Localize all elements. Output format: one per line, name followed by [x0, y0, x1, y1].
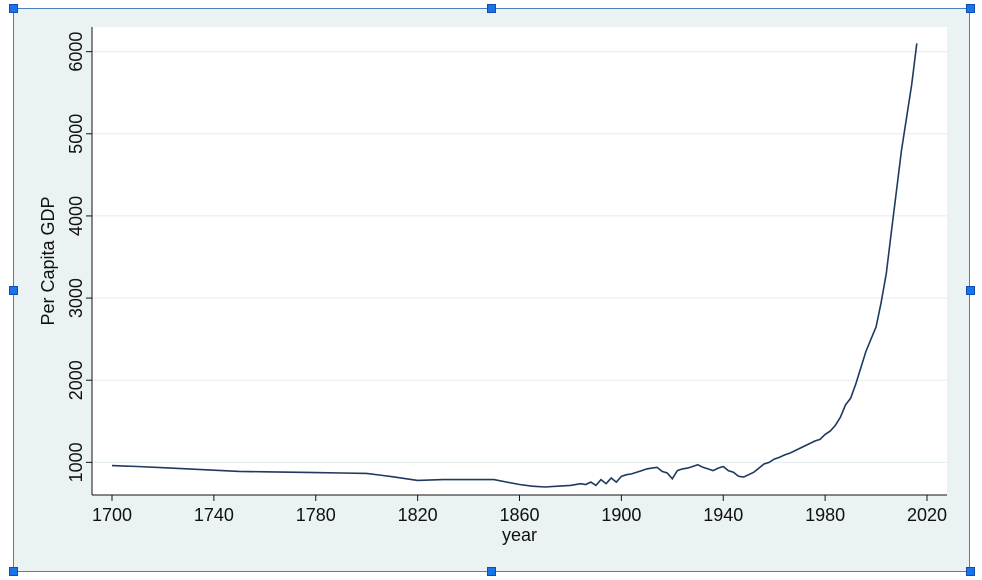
x-tick-label: 2020	[907, 505, 947, 525]
tick-labels: 1000 2000 3000 4000 5000 6000 1700 1740 1780 1820…	[66, 32, 947, 525]
x-tick-label: 1900	[601, 505, 641, 525]
x-tick-label: 1940	[703, 505, 743, 525]
x-tick-label: 1700	[92, 505, 132, 525]
plot-area	[92, 27, 947, 495]
x-tick-label: 1780	[296, 505, 336, 525]
y-tick-label: 6000	[66, 32, 86, 72]
x-tick-label: 1860	[499, 505, 539, 525]
selection-handle-top-right[interactable]	[966, 4, 975, 13]
selection-handle-top-left[interactable]	[9, 4, 18, 13]
y-tick-label: 1000	[66, 442, 86, 482]
y-tick-label: 3000	[66, 278, 86, 318]
y-axis-label: Per Capita GDP	[38, 196, 58, 325]
x-axis-label: year	[502, 525, 537, 545]
selection-handle-bottom-right[interactable]	[966, 567, 975, 576]
selection-handle-middle-right[interactable]	[966, 286, 975, 295]
y-tick-label: 5000	[66, 114, 86, 154]
x-tick-label: 1980	[805, 505, 845, 525]
y-tick-label: 4000	[66, 196, 86, 236]
axes	[86, 27, 947, 501]
chart-frame[interactable]: 1000 2000 3000 4000 5000 6000 1700 1740 1780 1820…	[13, 8, 970, 572]
x-tick-label: 1740	[194, 505, 234, 525]
grid-lines	[92, 51, 947, 463]
y-tick-label: 2000	[66, 360, 86, 400]
selection-handle-bottom-center[interactable]	[487, 567, 496, 576]
series-line	[111, 43, 918, 488]
x-tick-label: 1820	[398, 505, 438, 525]
selection-handle-top-center[interactable]	[487, 4, 496, 13]
selection-handle-middle-left[interactable]	[9, 286, 18, 295]
selection-handle-bottom-left[interactable]	[9, 567, 18, 576]
chart-svg: 1000 2000 3000 4000 5000 6000 1700 1740 1780 1820…	[38, 27, 947, 545]
